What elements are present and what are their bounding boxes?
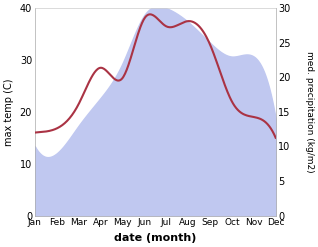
- X-axis label: date (month): date (month): [114, 233, 197, 243]
- Y-axis label: med. precipitation (kg/m2): med. precipitation (kg/m2): [305, 51, 314, 173]
- Y-axis label: max temp (C): max temp (C): [4, 78, 14, 145]
